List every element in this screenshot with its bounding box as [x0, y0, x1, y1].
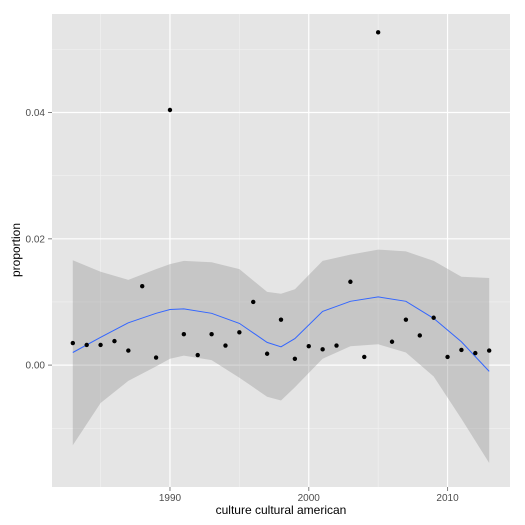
data-point	[181, 331, 187, 337]
data-point	[70, 340, 76, 346]
data-point	[195, 352, 200, 358]
data-point	[237, 330, 242, 335]
y-axis-title: proportion	[9, 223, 23, 277]
x-tick-label: 2010	[436, 493, 459, 504]
data-point	[486, 348, 492, 353]
data-point	[223, 343, 228, 348]
x-axis-title: culture cultural american	[216, 503, 347, 517]
data-point	[473, 350, 478, 356]
data-point	[292, 356, 298, 362]
minor-grid	[52, 14, 510, 487]
y-axis-ticks: 0.00 0.02 0.04	[26, 108, 52, 372]
y-tick-label: 0.04	[26, 108, 46, 119]
data-point	[209, 331, 214, 337]
data-point	[251, 299, 256, 305]
data-point	[84, 342, 89, 348]
data-point	[306, 343, 311, 349]
data-point	[362, 354, 367, 360]
smooth-line	[72, 296, 490, 372]
data-point	[403, 317, 409, 322]
data-point	[278, 317, 284, 322]
data-point	[375, 30, 381, 35]
data-point	[140, 283, 145, 289]
data-point	[126, 348, 131, 353]
x-tick-label: 2000	[298, 493, 321, 504]
data-point	[389, 339, 395, 344]
x-axis-ticks: 1990 2000 2010	[159, 487, 459, 504]
major-grid	[52, 14, 510, 487]
plot-panel	[52, 14, 510, 487]
data-point	[167, 107, 173, 113]
data-point	[348, 279, 353, 284]
data-point	[334, 343, 339, 348]
confidence-band	[72, 249, 490, 463]
y-tick-label: 0.00	[26, 361, 46, 372]
x-tick-label: 1990	[159, 493, 182, 504]
y-tick-label: 0.02	[26, 234, 46, 245]
data-points	[70, 30, 492, 362]
data-point	[112, 338, 117, 344]
data-point	[445, 354, 450, 360]
data-point	[153, 355, 159, 360]
data-point	[264, 351, 270, 356]
data-point	[417, 333, 422, 338]
data-point	[320, 347, 325, 352]
data-point	[431, 315, 436, 320]
data-point	[459, 347, 464, 353]
data-point	[98, 342, 103, 348]
